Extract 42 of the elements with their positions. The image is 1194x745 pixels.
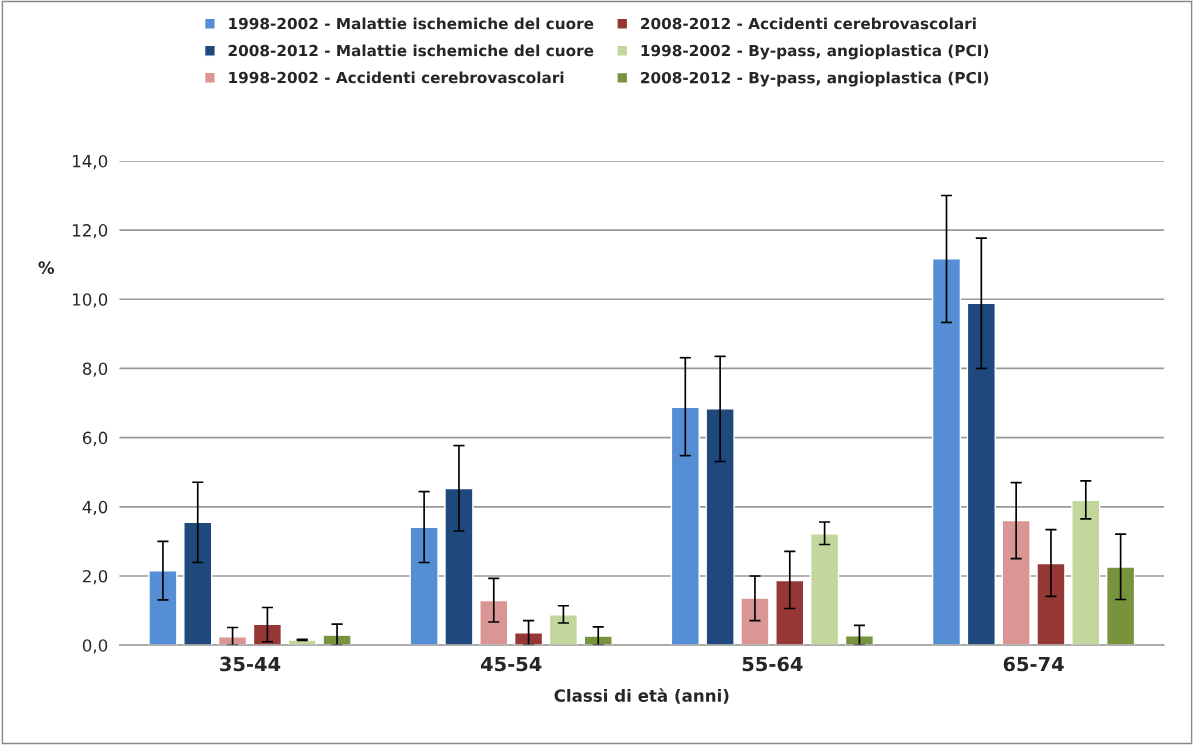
bar — [183, 521, 213, 646]
bar — [409, 526, 439, 646]
bar — [705, 408, 735, 646]
y-axis-title: % — [38, 261, 55, 274]
bar — [844, 635, 875, 646]
bar — [809, 533, 840, 646]
legend-label: 1998-2002 - By-pass, angioplastica (PCI) — [641, 44, 989, 60]
bar — [740, 597, 770, 646]
legend-label: 1998-2002 - Malattie ischemiche del cuore — [229, 17, 594, 30]
y-tick-label: 4,0 — [82, 500, 108, 516]
bar — [513, 632, 544, 646]
y-tick-label: 14,0 — [73, 154, 108, 170]
y-tick-label: 8,0 — [82, 362, 108, 377]
bar — [775, 579, 805, 646]
legend-label: 2008-2012 - Accidenti cerebrovascolari — [641, 17, 976, 30]
bar — [931, 258, 962, 646]
bar — [287, 639, 317, 646]
bar — [444, 487, 474, 646]
bar — [966, 302, 996, 646]
y-tick-label: 6,0 — [82, 431, 108, 446]
y-tick-label: 0,0 — [82, 639, 108, 654]
legend-label: 2008-2012 - By-pass, angioplastica (PCI) — [641, 71, 989, 87]
x-tick-label: 45-54 — [480, 656, 542, 672]
bar — [1071, 499, 1101, 646]
x-tick-label: 65-74 — [1003, 656, 1064, 672]
y-tick-label: 2,0 — [83, 569, 108, 585]
bar — [1105, 566, 1136, 646]
bar — [148, 570, 178, 646]
bar — [217, 636, 248, 646]
y-tick-label: 10,0 — [73, 293, 108, 308]
bar — [1036, 562, 1066, 646]
legend-label: 1998-2002 - Accidenti cerebrovascolari — [229, 71, 564, 84]
bar — [252, 623, 283, 646]
bar — [1001, 519, 1031, 646]
bar — [548, 614, 579, 646]
x-axis-title: Classi di età (anni) — [554, 688, 729, 704]
bar — [670, 406, 700, 646]
bar — [479, 599, 509, 646]
x-tick-label: 55-64 — [742, 656, 803, 672]
y-tick-label: 12,0 — [73, 224, 108, 239]
x-tick-label: 35-44 — [220, 656, 281, 672]
legend-label: 2008-2012 - Malattie ischemiche del cuore — [228, 44, 594, 57]
